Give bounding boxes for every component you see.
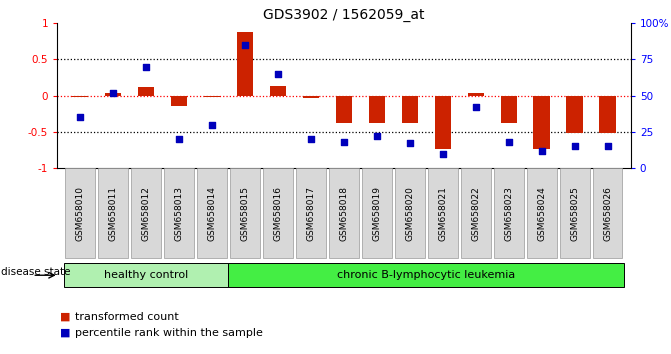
Bar	[368, 96, 385, 123]
Point	[569, 144, 580, 149]
Bar	[72, 96, 89, 97]
Text: GSM658010: GSM658010	[76, 186, 85, 241]
Point	[305, 136, 316, 142]
Bar	[229, 263, 624, 287]
Point	[503, 139, 514, 145]
Point	[240, 42, 250, 48]
Bar	[204, 96, 220, 97]
Point	[207, 122, 217, 127]
Bar	[65, 168, 95, 258]
Bar	[362, 168, 392, 258]
Bar	[105, 93, 121, 96]
Bar	[138, 87, 154, 96]
Text: GSM658022: GSM658022	[471, 186, 480, 241]
Point	[603, 144, 613, 149]
Text: transformed count: transformed count	[75, 312, 179, 322]
Bar	[501, 96, 517, 123]
Text: GSM658023: GSM658023	[504, 186, 513, 241]
Bar	[64, 263, 229, 287]
Point	[108, 90, 119, 96]
Point	[536, 148, 547, 154]
Point	[141, 64, 152, 69]
Title: GDS3902 / 1562059_at: GDS3902 / 1562059_at	[263, 8, 425, 22]
Bar	[395, 168, 425, 258]
Bar	[560, 168, 590, 258]
Bar	[494, 168, 523, 258]
Text: GSM658011: GSM658011	[109, 186, 117, 241]
Text: GSM658018: GSM658018	[340, 186, 348, 241]
Text: GSM658015: GSM658015	[240, 186, 250, 241]
Bar	[336, 96, 352, 123]
Bar	[401, 96, 418, 123]
Bar	[303, 96, 319, 98]
Bar	[566, 96, 583, 133]
Text: chronic B-lymphocytic leukemia: chronic B-lymphocytic leukemia	[338, 270, 515, 280]
Bar	[197, 168, 227, 258]
Text: GSM658012: GSM658012	[142, 186, 150, 241]
Bar	[329, 168, 359, 258]
Bar	[435, 96, 451, 149]
Bar	[428, 168, 458, 258]
Point	[339, 139, 350, 145]
Bar	[592, 168, 623, 258]
Point	[174, 136, 185, 142]
Text: GSM658021: GSM658021	[438, 186, 448, 241]
Bar	[98, 168, 128, 258]
Text: GSM658025: GSM658025	[570, 186, 579, 241]
Text: percentile rank within the sample: percentile rank within the sample	[75, 328, 263, 338]
Bar	[461, 168, 491, 258]
Bar	[230, 168, 260, 258]
Text: GSM658013: GSM658013	[174, 186, 184, 241]
Bar	[468, 93, 484, 96]
Bar	[237, 33, 253, 96]
Bar	[171, 96, 187, 107]
Point	[405, 141, 415, 146]
Text: GSM658019: GSM658019	[372, 186, 381, 241]
Text: ■: ■	[60, 312, 71, 322]
Bar	[270, 86, 287, 96]
Text: healthy control: healthy control	[104, 270, 188, 280]
Bar	[527, 168, 556, 258]
Point	[372, 133, 382, 139]
Bar	[599, 96, 616, 133]
Point	[470, 104, 481, 110]
Bar	[533, 96, 550, 149]
Point	[74, 115, 85, 120]
Text: GSM658024: GSM658024	[537, 186, 546, 241]
Text: ■: ■	[60, 328, 71, 338]
Text: GSM658016: GSM658016	[274, 186, 282, 241]
Text: GSM658014: GSM658014	[207, 186, 217, 241]
Text: disease state: disease state	[1, 267, 71, 277]
Text: GSM658020: GSM658020	[405, 186, 414, 241]
Bar	[296, 168, 325, 258]
Point	[437, 151, 448, 156]
Bar	[132, 168, 161, 258]
Bar	[164, 168, 194, 258]
Text: GSM658026: GSM658026	[603, 186, 612, 241]
Point	[272, 71, 283, 76]
Bar	[263, 168, 293, 258]
Text: GSM658017: GSM658017	[307, 186, 315, 241]
